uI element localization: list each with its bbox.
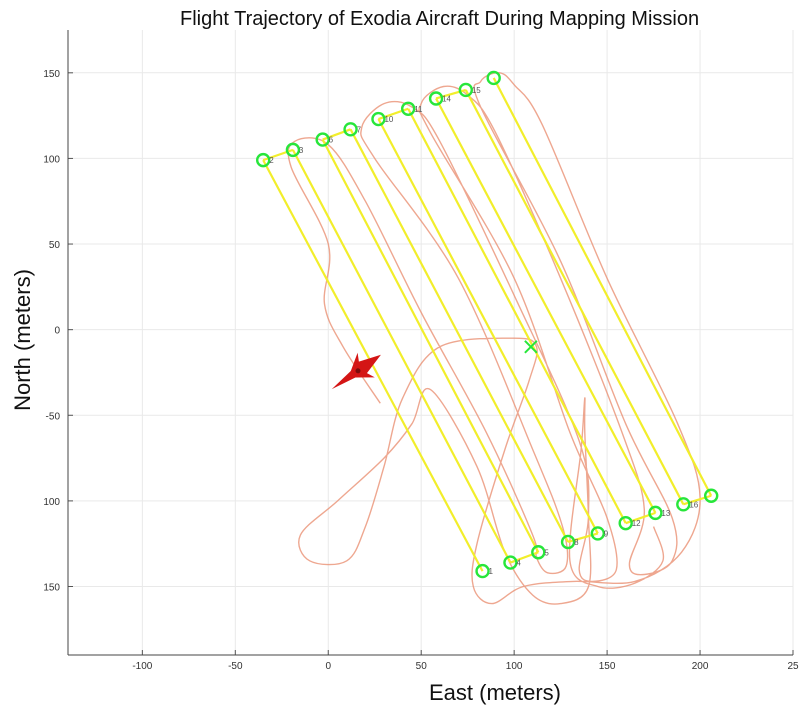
x-tick-label: 25 <box>787 661 799 672</box>
waypoint-label: 4 <box>516 559 521 568</box>
waypoint-marker <box>371 111 386 127</box>
survey-line-segment <box>407 108 627 524</box>
x-tick-labels: -100 -50 0 50 100 150 200 25 <box>132 661 799 672</box>
x-tick-label: 50 <box>416 661 428 672</box>
trajectory-layer <box>287 72 701 605</box>
waypoint-label: 9 <box>604 529 609 538</box>
x-tick-label: 100 <box>506 661 523 672</box>
survey-line-segment <box>464 89 685 505</box>
home-marker-stroke <box>524 340 538 354</box>
chart-title: Flight Trajectory of Exodia Aircraft Dur… <box>180 8 699 30</box>
waypoint-label: 14 <box>442 94 451 103</box>
waypoint-label: 11 <box>414 105 423 114</box>
survey-line-segment <box>435 97 657 514</box>
waypoint-marker <box>315 132 330 147</box>
waypoint-label: 7 <box>357 125 362 134</box>
waypoint-marker <box>590 526 606 541</box>
waypoint-marker <box>475 563 490 579</box>
waypoint-marker <box>428 91 444 106</box>
waypoint-label: 16 <box>689 500 698 509</box>
survey-line-segment <box>377 118 599 534</box>
waypoint-label: 15 <box>472 86 481 95</box>
waypoint-label: 6 <box>329 136 334 145</box>
x-tick-label: -50 <box>228 661 243 672</box>
waypoint-label: 13 <box>661 509 670 518</box>
waypoint-marker <box>648 505 663 521</box>
waypoint-label: 10 <box>384 115 393 124</box>
waypoint-marker <box>458 82 474 98</box>
waypoint-marker <box>503 555 518 570</box>
waypoint-marker <box>400 101 416 116</box>
y-tick-label: 100 <box>43 154 60 165</box>
y-axis-label: North (meters) <box>10 269 35 411</box>
waypoint-marker <box>255 152 271 168</box>
plot-background <box>68 30 793 655</box>
x-tick-label: 150 <box>599 661 616 672</box>
survey-line-segment <box>262 159 484 572</box>
x-tick-label: -100 <box>132 661 152 672</box>
waypoint-marker <box>560 534 576 550</box>
waypoint-label: 3 <box>299 146 304 155</box>
x-tick-label: 200 <box>692 661 709 672</box>
waypoint-marker <box>531 545 546 560</box>
survey-line-segment <box>291 149 512 564</box>
survey-line-segment <box>349 128 570 543</box>
waypoint-marker <box>618 515 633 531</box>
axes <box>67 30 794 656</box>
survey-line-segment <box>321 139 540 553</box>
waypoint-label: 12 <box>632 519 641 528</box>
y-tick-label: 0 <box>54 326 60 337</box>
y-tick-label: 100 <box>43 497 60 508</box>
waypoint-marker <box>486 70 501 86</box>
waypoint-label: 5 <box>544 548 549 557</box>
y-tick-label: 150 <box>43 69 60 80</box>
waypoint-marker <box>343 122 358 137</box>
y-tick-label: 50 <box>49 240 61 251</box>
waypoint-marker <box>676 497 691 512</box>
markers-layer <box>331 340 538 390</box>
waypoint-marker <box>285 142 301 158</box>
survey-line-segment <box>492 77 713 497</box>
x-axis-label: East (meters) <box>429 680 561 705</box>
waypoint-marker <box>704 488 719 503</box>
x-tick-label: 0 <box>325 661 331 672</box>
y-tick-label: -50 <box>46 411 61 422</box>
aircraft-icon <box>331 352 381 390</box>
waypoint-label: 8 <box>574 538 579 547</box>
y-tick-label: 150 <box>43 583 60 594</box>
y-tick-labels: 150 100 50 0 -50 100 150 <box>43 69 60 594</box>
waypoint-label: 2 <box>269 156 274 165</box>
aircraft-icon-center <box>355 368 361 374</box>
flight-trajectory-series <box>287 72 701 605</box>
grid-lines <box>68 30 794 655</box>
waypoint-label: 1 <box>489 567 494 576</box>
